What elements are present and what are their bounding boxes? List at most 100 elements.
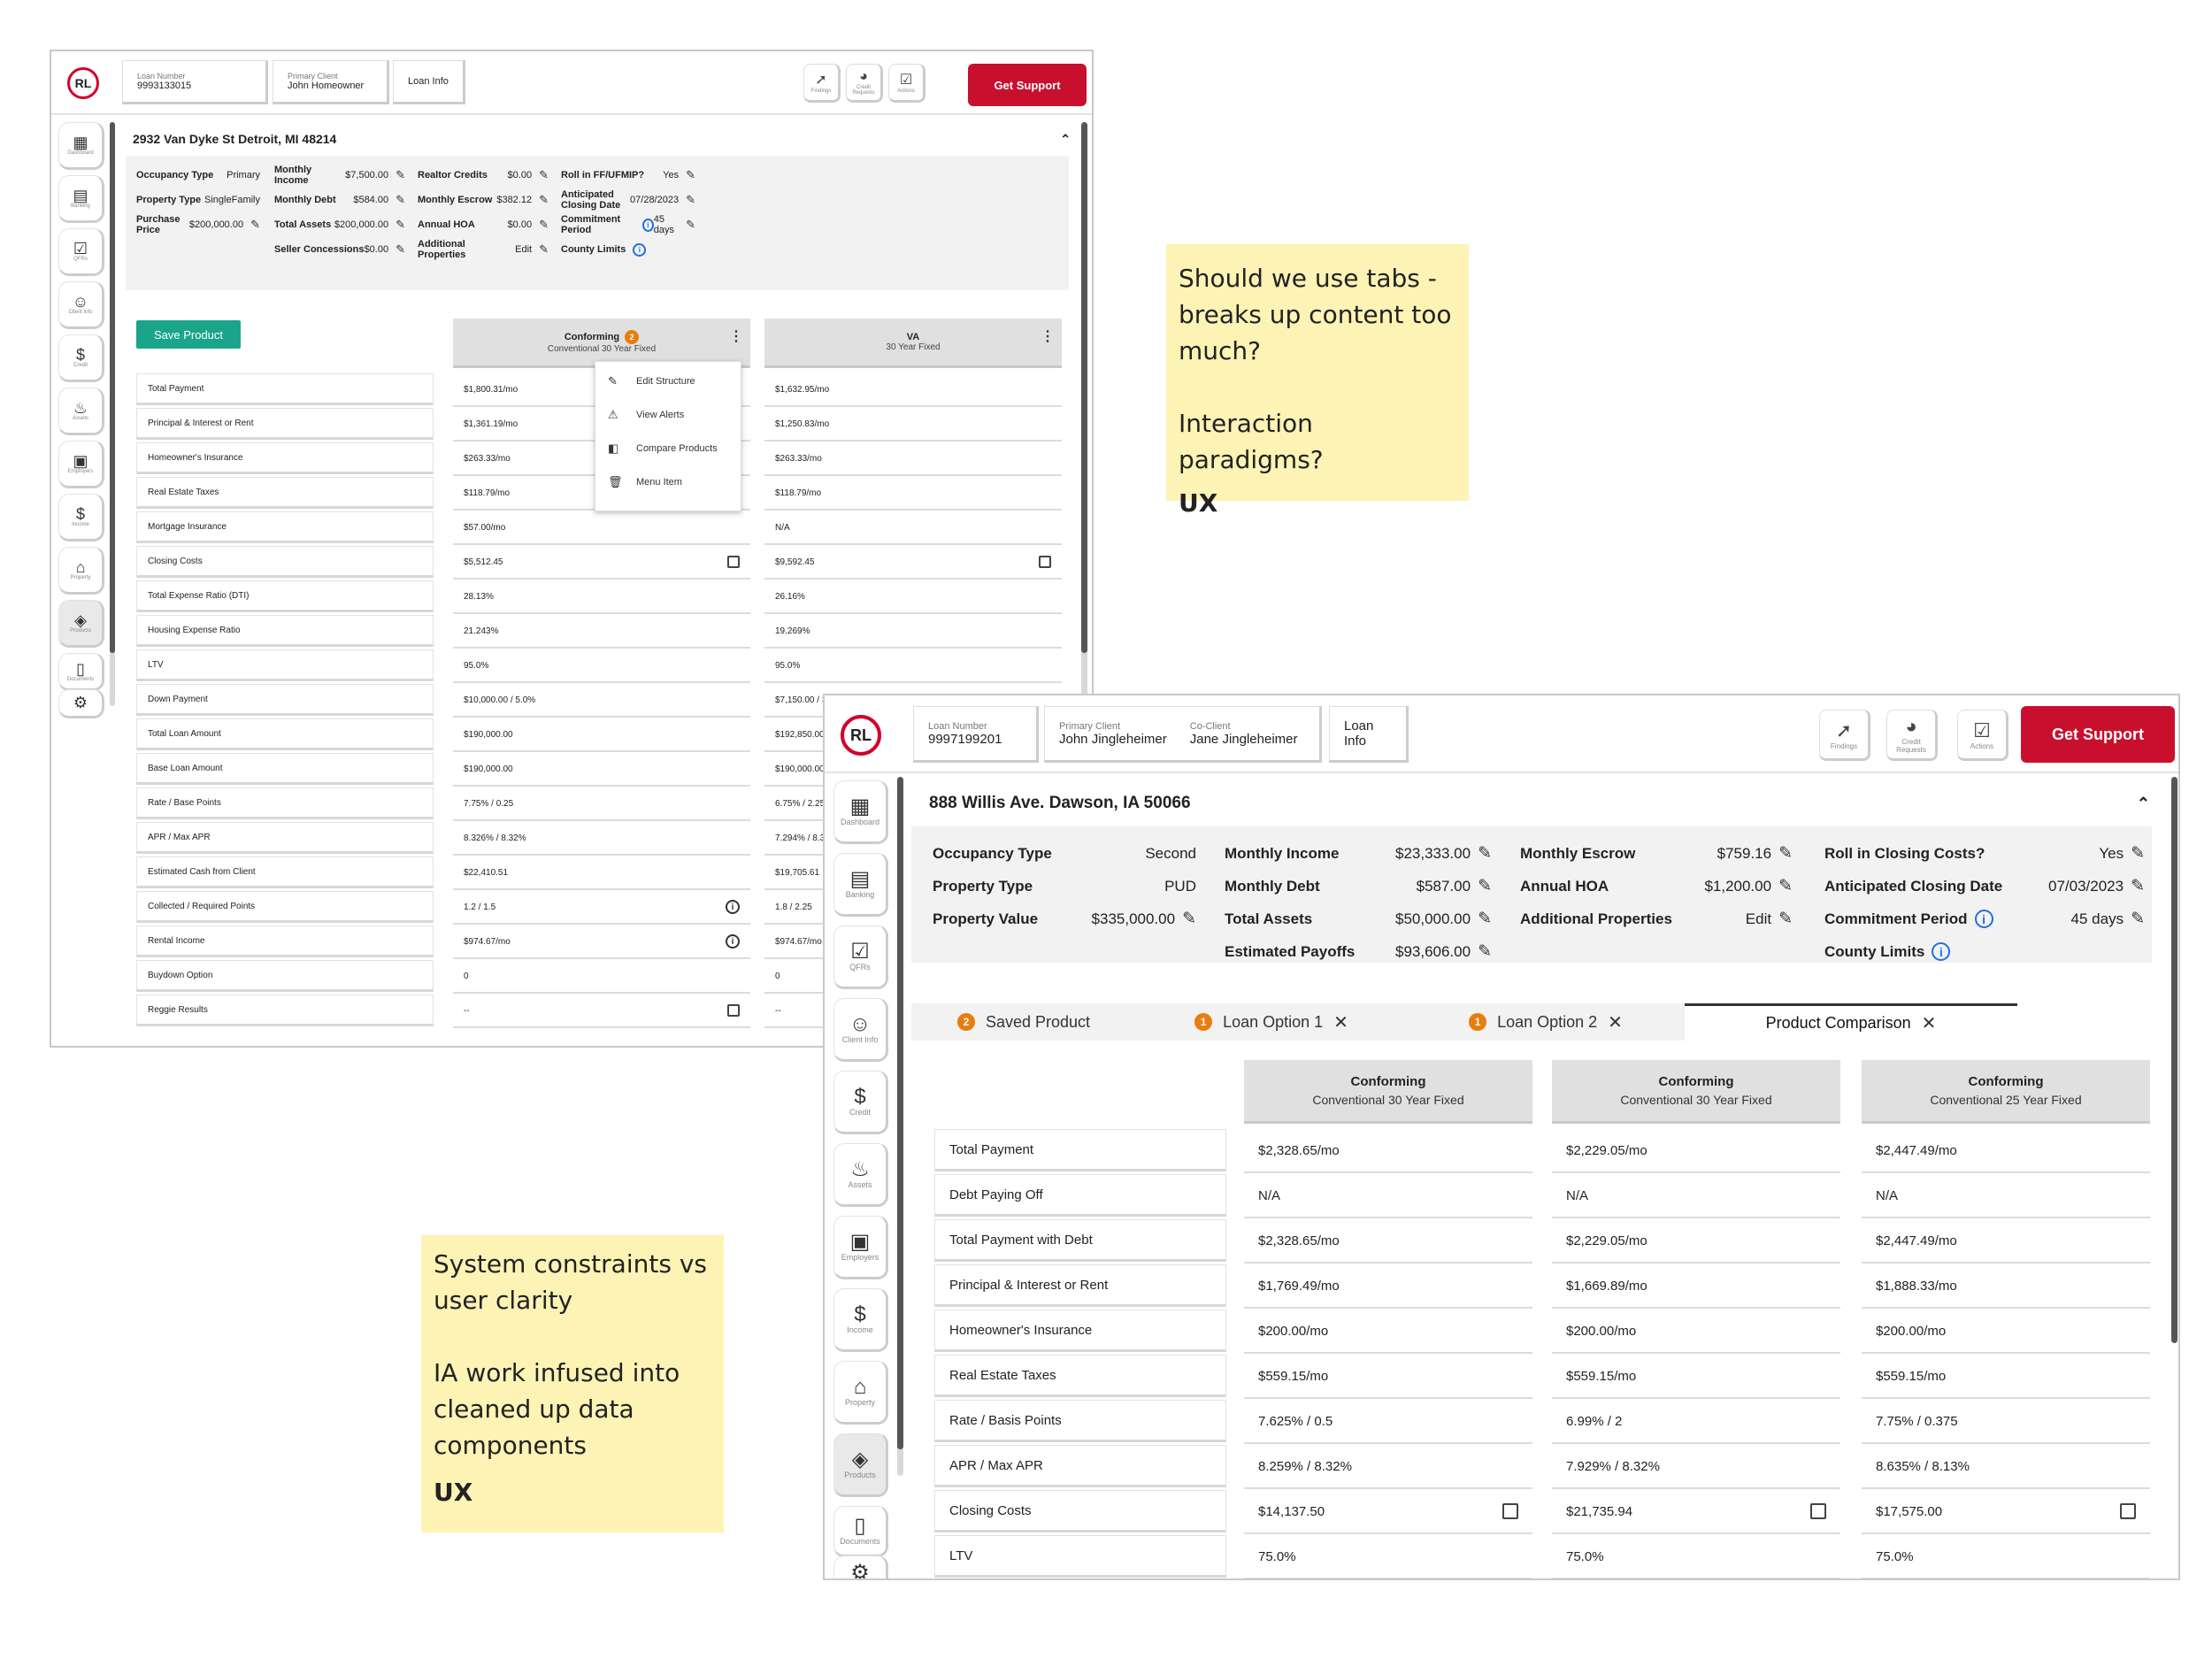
credit-requests-button[interactable]: ◕ Credit Requests (1886, 710, 1938, 761)
info-icon[interactable]: i (1974, 910, 1993, 928)
close-icon[interactable]: ✕ (1921, 1014, 1937, 1033)
info-icon[interactable]: i (1932, 942, 1951, 961)
loan-info-button[interactable]: Loan Info (1329, 706, 1409, 763)
nav-item-credit[interactable]: $ Credit (58, 334, 104, 382)
nav-item-qfrs[interactable]: ☑ QFRs (58, 228, 104, 276)
nav-item-products[interactable]: ◈ Products (58, 600, 104, 648)
loan-number-box[interactable]: Loan Number 9993133015 (122, 60, 268, 104)
menu-item[interactable]: 🗑 Menu Item (608, 475, 682, 488)
pencil-icon[interactable]: ✎ (539, 218, 549, 231)
row-value: 7.929% / 8.32% (1552, 1445, 1840, 1489)
pencil-icon[interactable]: ✎ (250, 218, 260, 231)
findings-button[interactable]: ➚ Findings (1819, 710, 1870, 761)
nav-item-income[interactable]: $ Income (833, 1288, 888, 1352)
get-support-button[interactable]: Get Support (2021, 706, 2175, 763)
info-icon[interactable]: i (726, 934, 740, 949)
pencil-icon[interactable]: ✎ (1778, 910, 1793, 928)
save-product-button[interactable]: Save Product (136, 320, 241, 349)
actions-button[interactable]: ☑ Actions (1957, 710, 2008, 761)
menu-item[interactable]: ✎ Edit Structure (608, 374, 695, 388)
credit-requests-button[interactable]: ◕ Credit Requests (846, 64, 883, 103)
chevron-up-icon[interactable]: ⌃ (2136, 794, 2150, 812)
nav-item-banking[interactable]: ▤ Banking (58, 175, 104, 223)
info-icon[interactable]: i (726, 900, 740, 914)
pencil-icon[interactable]: ✎ (539, 242, 549, 256)
pencil-icon[interactable]: ✎ (1478, 910, 1492, 928)
menu-item[interactable]: ◧ Compare Products (608, 442, 718, 455)
close-icon[interactable]: ✕ (1333, 1012, 1348, 1033)
external-link-icon[interactable] (727, 556, 740, 568)
sidebar-scrollbar[interactable] (897, 777, 903, 1476)
external-link-icon[interactable] (1810, 1503, 1826, 1519)
more-menu-icon[interactable]: ⋮ (1041, 329, 1055, 344)
nav-item-property[interactable]: ⌂ Property (58, 547, 104, 595)
nav-item-client-info[interactable]: ☺ Client Info (833, 998, 888, 1062)
nav-item-employers[interactable]: ▣ Employers (833, 1216, 888, 1279)
nav-item-property[interactable]: ⌂ Property (833, 1361, 888, 1425)
nav-item-income[interactable]: $ Income (58, 494, 104, 541)
nav-item-assets[interactable]: ♨ Assets (833, 1143, 888, 1207)
pencil-icon[interactable]: ✎ (2131, 844, 2145, 863)
nav-item-employers[interactable]: ▣ Employers (58, 441, 104, 488)
external-link-icon[interactable] (1039, 556, 1051, 568)
nav-item-settings[interactable]: ⚙ (833, 1555, 888, 1578)
close-icon[interactable]: ✕ (1608, 1012, 1623, 1033)
column-subtitle: Conventional 30 Year Fixed (1620, 1093, 1772, 1107)
loan-number-box[interactable]: Loan Number 9997199201 (913, 706, 1039, 763)
pencil-icon[interactable]: ✎ (1182, 910, 1196, 928)
client-box[interactable]: Primary Client John Jingleheimer Co-Clien… (1044, 706, 1322, 763)
nav-label: QFRs (849, 963, 871, 972)
pencil-icon[interactable]: ✎ (2131, 910, 2145, 928)
nav-item-documents[interactable]: ▯ Documents (833, 1506, 888, 1557)
pencil-icon[interactable]: ✎ (1778, 844, 1793, 863)
primary-client-box[interactable]: Primary Client John Homeowner (273, 60, 389, 104)
external-link-icon[interactable] (727, 1004, 740, 1017)
tab-saved-product[interactable]: 2 Saved Product (911, 1003, 1136, 1041)
pencil-icon[interactable]: ✎ (396, 218, 405, 231)
pencil-icon[interactable]: ✎ (396, 168, 405, 181)
nav-item-qfrs[interactable]: ☑ QFRs (833, 926, 888, 989)
tab-loan-option-2[interactable]: 1 Loan Option 2 ✕ (1407, 1003, 1685, 1041)
pencil-icon[interactable]: ✎ (396, 193, 405, 206)
external-link-icon[interactable] (2120, 1503, 2136, 1519)
info-icon[interactable]: i (633, 242, 647, 257)
nav-item-settings[interactable]: ⚙ (58, 689, 104, 718)
pencil-icon[interactable]: ✎ (1478, 877, 1492, 895)
pencil-icon[interactable]: ✎ (539, 168, 549, 181)
nav-item-assets[interactable]: ♨ Assets (58, 388, 104, 435)
nav-item-documents[interactable]: ▯ Documents (58, 653, 104, 692)
pencil-icon[interactable]: ✎ (396, 242, 405, 256)
info-icon[interactable]: i (641, 218, 654, 232)
menu-item[interactable]: ⚠ View Alerts (608, 408, 685, 421)
loan-info-button[interactable]: Loan Info (393, 60, 465, 104)
get-support-button[interactable]: Get Support (968, 64, 1087, 106)
nav-item-products[interactable]: ◈ Products (833, 1433, 888, 1497)
pencil-icon[interactable]: ✎ (1478, 942, 1492, 961)
rl-logo[interactable]: RL (841, 715, 881, 756)
external-link-icon[interactable] (1502, 1503, 1518, 1519)
tab-product-comparison[interactable]: Product Comparison ✕ (1685, 1003, 2017, 1041)
nav-item-client-info[interactable]: ☺ Client Info (58, 281, 104, 329)
content-scrollbar[interactable] (2171, 777, 2177, 1343)
more-menu-icon[interactable]: ⋮ (729, 329, 743, 344)
nav-item-dashboard[interactable]: ▦ Dashboard (58, 122, 104, 170)
row-value: $9,592.45 (764, 546, 1062, 580)
pencil-icon[interactable]: ✎ (686, 193, 695, 206)
pencil-icon[interactable]: ✎ (1778, 877, 1793, 895)
nav-item-dashboard[interactable]: ▦ Dashboard (833, 780, 888, 844)
summary-label: Commitment Period i (1824, 910, 1993, 928)
pencil-icon[interactable]: ✎ (539, 193, 549, 206)
findings-button[interactable]: ➚ Findings (803, 64, 841, 103)
content-scrollbar[interactable] (1081, 122, 1087, 1042)
nav-item-credit[interactable]: $ Credit (833, 1071, 888, 1134)
chevron-up-icon[interactable]: ⌃ (1060, 131, 1071, 146)
actions-button[interactable]: ☑ Actions (888, 64, 926, 103)
rl-logo[interactable]: RL (67, 67, 99, 99)
nav-item-banking[interactable]: ▤ Banking (833, 853, 888, 917)
pencil-icon[interactable]: ✎ (686, 168, 695, 181)
sidebar-scrollbar[interactable] (110, 122, 115, 706)
pencil-icon[interactable]: ✎ (2131, 877, 2145, 895)
tab-loan-option-1[interactable]: 1 Loan Option 1 ✕ (1136, 1003, 1407, 1041)
pencil-icon[interactable]: ✎ (686, 218, 695, 231)
pencil-icon[interactable]: ✎ (1478, 844, 1492, 863)
